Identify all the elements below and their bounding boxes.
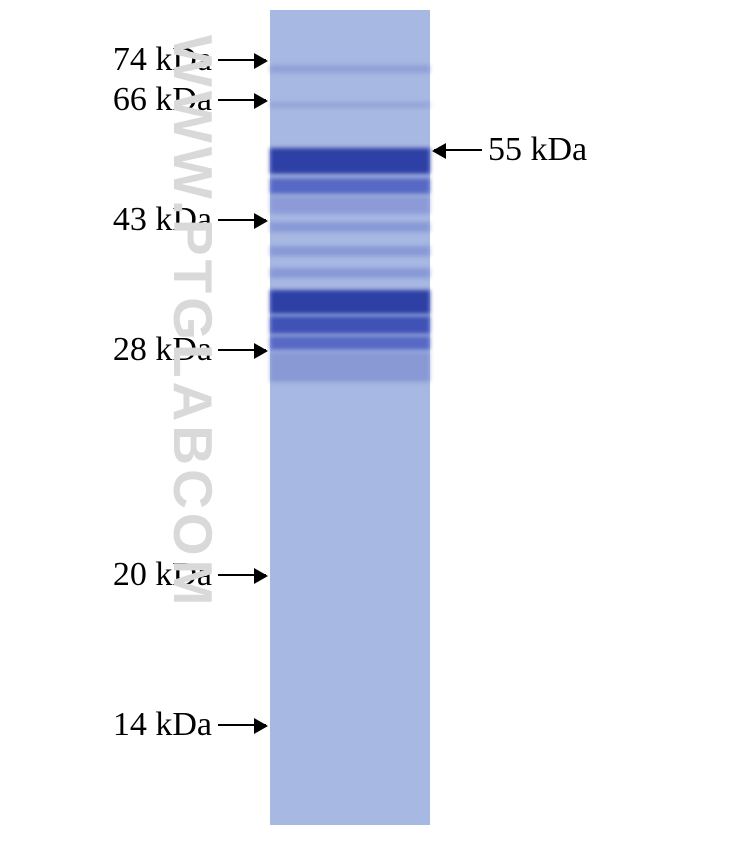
gel-band (270, 222, 430, 232)
arrow-icon (218, 574, 266, 576)
marker-text: 66 kDa (113, 83, 212, 117)
marker-text: 28 kDa (113, 333, 212, 367)
watermark-text: WWW.PTGLABCOM (161, 35, 225, 609)
gel-band (270, 196, 430, 214)
arrow-icon (218, 349, 266, 351)
gel-band (270, 65, 430, 73)
gel-lane (270, 10, 430, 825)
marker-text: 43 kDa (113, 203, 212, 237)
gel-figure: 74 kDa 66 kDa 43 kDa 28 kDa 20 kDa 14 kDa 55 k… (0, 0, 740, 842)
left-marker: 14 kDa (0, 708, 266, 742)
left-marker: 43 kDa (0, 203, 266, 237)
gel-band (270, 102, 430, 108)
left-marker: 20 kDa (0, 558, 266, 592)
marker-text: 74 kDa (113, 43, 212, 77)
gel-band (270, 178, 430, 194)
left-marker: 66 kDa (0, 83, 266, 117)
arrow-icon (434, 149, 482, 151)
gel-band (270, 336, 430, 350)
gel-band (270, 316, 430, 334)
gel-band (270, 352, 430, 382)
arrow-icon (218, 219, 266, 221)
marker-text: 55 kDa (488, 133, 587, 167)
marker-text: 14 kDa (113, 708, 212, 742)
gel-band (270, 268, 430, 278)
right-marker: 55 kDa (434, 133, 587, 167)
gel-band (270, 290, 430, 314)
arrow-icon (218, 99, 266, 101)
arrow-icon (218, 59, 266, 61)
marker-text: 20 kDa (113, 558, 212, 592)
arrow-icon (218, 724, 266, 726)
gel-band (270, 148, 430, 174)
left-marker: 74 kDa (0, 43, 266, 77)
left-marker: 28 kDa (0, 333, 266, 367)
gel-band (270, 246, 430, 256)
